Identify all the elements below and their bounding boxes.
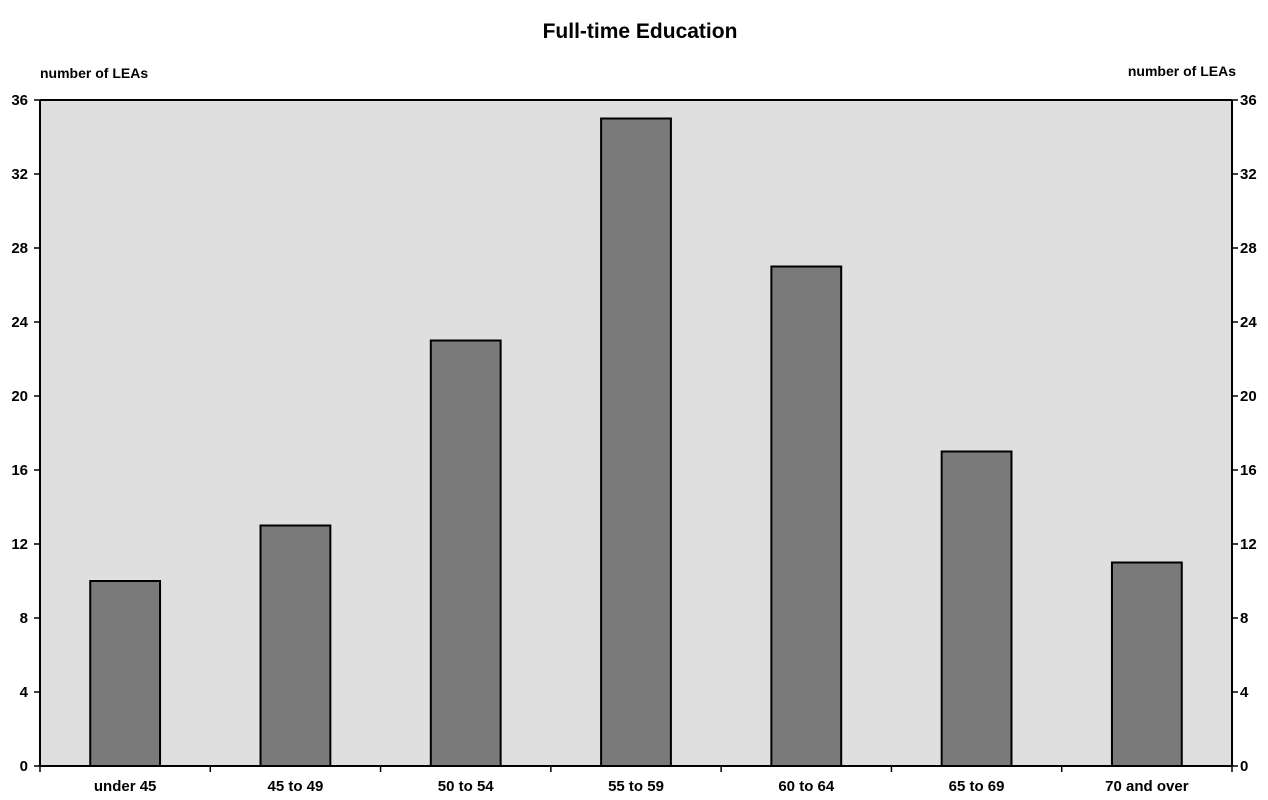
axes-group (34, 99, 1238, 772)
y-tick-label-left: 8 (20, 610, 28, 627)
x-tick-label: 45 to 49 (267, 778, 323, 795)
y-tick-label-left: 32 (11, 166, 28, 183)
bars-group (89, 117, 1183, 767)
y-tick-label-left: 20 (11, 388, 28, 405)
x-tick-label: 70 and over (1105, 778, 1189, 795)
y-tick-label-left: 12 (11, 536, 28, 553)
bar-5 (940, 450, 1013, 767)
y-tick-label-right: 24 (1240, 314, 1257, 331)
x-tick-label: 55 to 59 (608, 778, 664, 795)
y-tick-label-right: 8 (1240, 610, 1248, 627)
x-tick-label: 50 to 54 (438, 778, 495, 795)
x-tick-label: under 45 (94, 778, 157, 795)
y-tick-label-right: 12 (1240, 536, 1257, 553)
y-axis-left-title: number of LEAs (40, 65, 148, 81)
y-tick-label-left: 0 (20, 758, 28, 775)
y-tick-label-right: 28 (1240, 240, 1257, 257)
bar-1 (259, 524, 332, 767)
y-tick-label-right: 20 (1240, 388, 1257, 405)
y-tick-label-left: 28 (11, 240, 28, 257)
y-axis-right-title: number of LEAs (1128, 63, 1236, 79)
y-tick-label-right: 16 (1240, 462, 1257, 479)
x-tick-label: 60 to 64 (778, 778, 835, 795)
y-tick-label-left: 16 (11, 462, 28, 479)
bar-6 (1110, 561, 1183, 767)
chart-title: Full-time Education (543, 20, 738, 43)
left-tick-labels: 0 4 8 12 16 20 24 28 32 36 (11, 92, 28, 775)
y-tick-label-right: 4 (1240, 684, 1249, 701)
bar-4 (770, 265, 843, 767)
y-tick-label-left: 36 (11, 92, 28, 109)
category-labels: under 45 45 to 49 50 to 54 55 to 59 60 to 64… (94, 778, 1189, 795)
bar-3 (600, 117, 672, 767)
right-tick-labels: 0 4 8 12 16 20 24 28 32 36 (1240, 92, 1257, 775)
bar-0 (89, 580, 162, 767)
y-tick-label-right: 36 (1240, 92, 1257, 109)
x-tick-label: 65 to 69 (949, 778, 1005, 795)
y-tick-label-left: 4 (20, 684, 29, 701)
y-tick-label-right: 32 (1240, 166, 1257, 183)
bar-2 (429, 339, 502, 767)
y-tick-label-right: 0 (1240, 758, 1248, 775)
y-tick-label-left: 24 (11, 314, 28, 331)
